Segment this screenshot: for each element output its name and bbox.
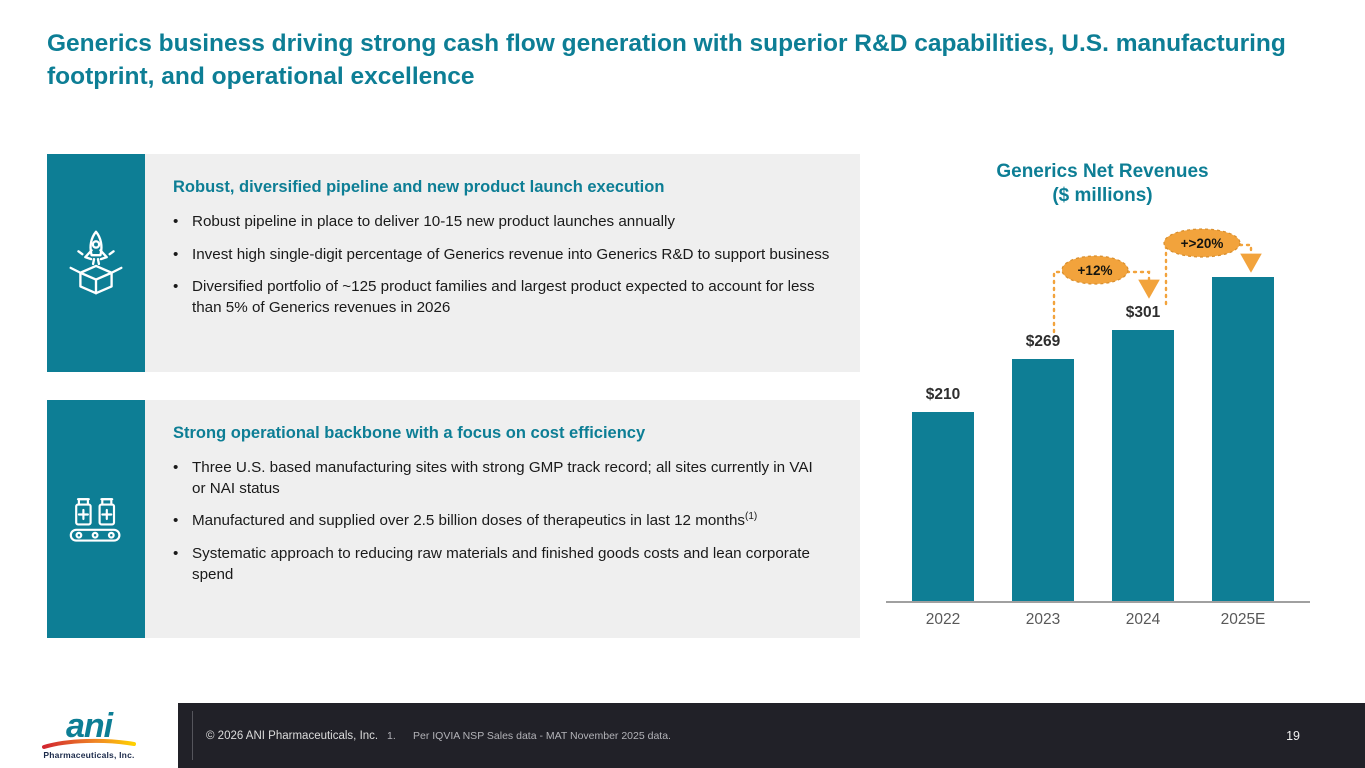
x-axis-label: 2025E xyxy=(1220,611,1266,628)
bullet-marker: • xyxy=(173,512,179,530)
slide-footer: ani Pharmaceuticals, Inc. © 2026 ANI Pha… xyxy=(0,703,1365,768)
bar-value-label: $301 xyxy=(1125,304,1161,321)
bullet-text: Robust pipeline in place to deliver 10-1… xyxy=(192,213,675,230)
footer-divider xyxy=(192,711,193,760)
growth-badge-2-label: +>20% xyxy=(1181,236,1224,251)
bullet-text: Three U.S. based manufacturing sites wit… xyxy=(192,459,813,497)
x-axis-label: 2024 xyxy=(1125,611,1161,628)
bar-value-label: $210 xyxy=(925,386,961,403)
feature-heading: Strong operational backbone with a focus… xyxy=(173,424,646,442)
bullet-marker: • xyxy=(173,245,179,263)
slide-title: Generics business driving strong cash fl… xyxy=(47,30,1286,90)
bullet-item: • Manufactured and supplied over 2.5 bil… xyxy=(173,511,830,532)
generics-net-revenues-chart: Generics Net Revenues ($ millions) +12% … xyxy=(880,160,1325,650)
footnote-marker: 1. xyxy=(387,729,396,742)
bullet-text: Systematic approach to reducing raw mate… xyxy=(192,545,810,583)
bullet-item: • Robust pipeline in place to deliver 10… xyxy=(173,212,830,233)
chart-bar xyxy=(1012,359,1074,601)
x-axis-label: 2023 xyxy=(1025,611,1061,628)
manufacturing-conveyor-icon xyxy=(47,400,145,638)
ani-logo-swoosh xyxy=(42,738,136,749)
ani-logo: ani Pharmaceuticals, Inc. xyxy=(0,703,178,768)
footer-copyright: © 2026 ANI Pharmaceuticals, Inc. xyxy=(206,729,379,742)
bullet-item: • Systematic approach to reducing raw ma… xyxy=(173,544,830,585)
bar-value-label: $269 xyxy=(1025,333,1061,350)
bullet-marker: • xyxy=(173,459,179,476)
chart-bar xyxy=(1112,330,1174,601)
growth-badge-2 xyxy=(1163,228,1241,258)
page-number: 19 xyxy=(1286,728,1300,743)
chart-subtitle: ($ millions) xyxy=(1052,184,1153,206)
bullet-text: Diversified portfolio of ~125 product fa… xyxy=(192,278,815,317)
growth-badge-1 xyxy=(1061,255,1129,285)
bullet-text: Manufactured and supplied over 2.5 billi… xyxy=(192,511,757,532)
bullet-marker: • xyxy=(173,278,179,296)
chart-title: Generics Net Revenues xyxy=(996,161,1209,182)
feature-content-pipeline: Robust, diversified pipeline and new pro… xyxy=(145,154,860,372)
bullet-item: • Three U.S. based manufacturing sites w… xyxy=(173,458,830,499)
ani-logo-subtext: Pharmaceuticals, Inc. xyxy=(43,749,135,760)
feature-content-operations: Strong operational backbone with a focus… xyxy=(145,400,860,638)
bullet-item: • Diversified portfolio of ~125 product … xyxy=(173,277,830,318)
chart-bar xyxy=(1212,277,1274,601)
bullet-marker: • xyxy=(173,545,179,563)
footnote-ref: (1) xyxy=(745,511,758,523)
x-axis-label: 2022 xyxy=(925,611,961,628)
feature-box-pipeline: Robust, diversified pipeline and new pro… xyxy=(47,154,860,372)
ani-logo-wordmark: ani xyxy=(65,707,113,746)
chart-bar xyxy=(912,412,974,601)
growth-badge-1-label: +12% xyxy=(1078,263,1113,278)
rocket-launch-box-icon xyxy=(47,154,145,372)
bullet-marker: • xyxy=(173,213,179,230)
bullet-text-main: Manufactured and supplied over 2.5 billi… xyxy=(192,512,745,530)
growth-connector-1 xyxy=(1052,270,1160,334)
feature-heading: Robust, diversified pipeline and new pro… xyxy=(173,178,665,196)
bullet-text: Invest high single-digit percentage of G… xyxy=(192,245,830,263)
feature-box-operations: Strong operational backbone with a focus… xyxy=(47,400,860,638)
chart-plot: +12% +>20% $210 2022 $269 2023 $301 2024 2025E xyxy=(886,220,1310,628)
bullet-item: • Invest high single-digit percentage of… xyxy=(173,245,830,266)
footnote-text: Per IQVIA NSP Sales data - MAT November … xyxy=(413,729,671,742)
